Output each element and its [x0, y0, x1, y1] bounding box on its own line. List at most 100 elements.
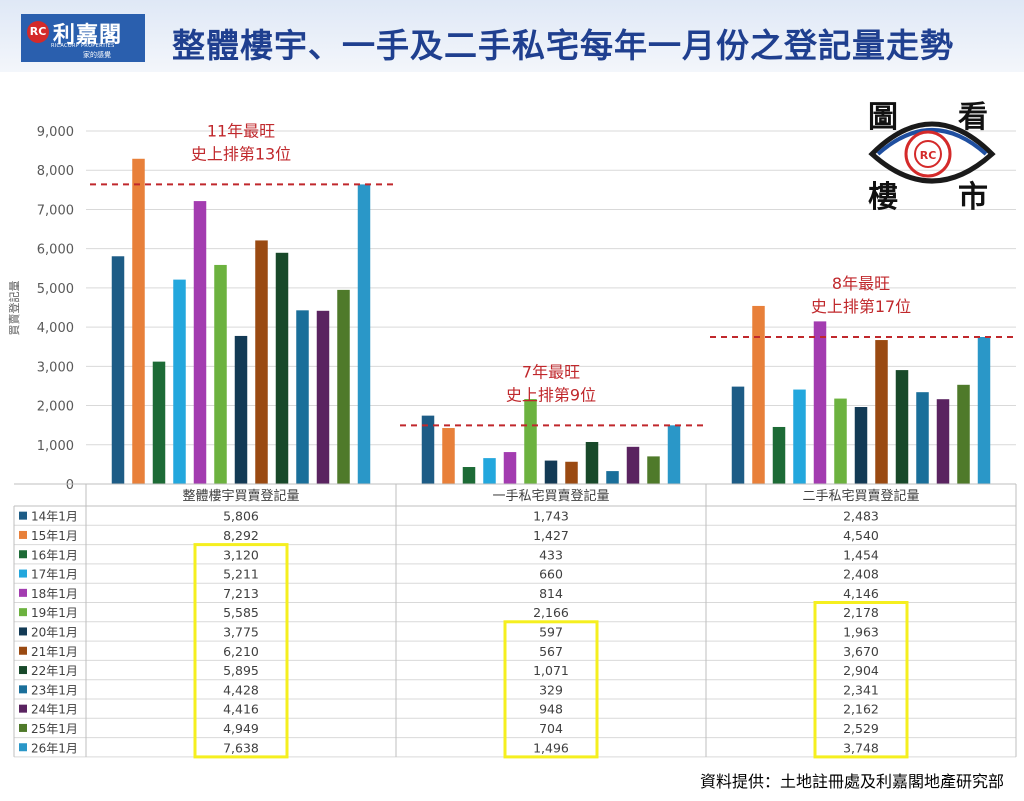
table-cell-value: 597 [539, 624, 563, 639]
table-header-label: 整體樓宇買賣登記量 [182, 488, 299, 504]
table-cell-value: 2,483 [843, 509, 879, 524]
bar [152, 361, 166, 484]
bar [834, 398, 847, 484]
legend-swatch [19, 608, 27, 617]
bar [647, 456, 660, 484]
watermark-stamp: RC 圖 看 樓 市 [866, 92, 998, 215]
table-cell-value: 1,427 [533, 528, 569, 543]
legend-label: 21年1月 [31, 645, 78, 659]
table-cell-value: 3,120 [223, 547, 259, 562]
stamp-char-4: 市 [958, 180, 988, 215]
bar [214, 264, 227, 484]
y-tick-label: 3,000 [37, 360, 74, 375]
table-cell-value: 1,454 [843, 547, 879, 562]
bar [977, 336, 991, 484]
legend-swatch [19, 723, 27, 732]
legend-label: 17年1月 [31, 568, 78, 582]
legend-label: 18年1月 [31, 587, 78, 601]
table-cell-value: 3,670 [843, 644, 879, 659]
y-tick-label: 1,000 [37, 439, 74, 454]
bar [524, 399, 537, 484]
logo-badge: RC [27, 21, 49, 43]
table-cell-value: 329 [539, 682, 563, 697]
table-cell-value: 7,213 [223, 586, 259, 601]
bar [193, 201, 207, 484]
legend-label: 14年1月 [31, 510, 78, 524]
bar [462, 467, 476, 484]
highlight-box [813, 601, 909, 759]
legend-label: 20年1月 [31, 625, 78, 639]
bar [275, 252, 289, 484]
y-axis-label: 買賣登記量 [7, 281, 21, 336]
table-cell-value: 5,806 [223, 509, 259, 524]
bar [752, 305, 765, 484]
legend-swatch [19, 743, 27, 752]
legend-label: 15年1月 [31, 529, 78, 543]
table-cell-value: 2,904 [843, 663, 879, 678]
bar [337, 289, 350, 484]
bar [442, 428, 455, 484]
legend-label: 25年1月 [31, 722, 78, 736]
annotation-text: 史上排第13位 [191, 144, 291, 163]
bar [565, 461, 578, 484]
legend-label: 23年1月 [31, 683, 78, 697]
bar [813, 321, 827, 484]
company-logo: RC 利嘉閣 RICACORP PROPERTIES 家的感覺 [21, 14, 145, 62]
table-cell-value: 5,211 [223, 567, 259, 582]
legend-swatch [19, 666, 27, 675]
legend-label: 16年1月 [31, 548, 78, 562]
legend-label: 24年1月 [31, 703, 78, 717]
table-cell-value: 660 [539, 567, 563, 582]
table-cell-value: 433 [539, 547, 563, 562]
table-cell-value: 7,638 [223, 740, 259, 755]
table-header-label: 一手私宅買賣登記量 [492, 488, 609, 504]
bar [854, 407, 868, 484]
table-header-label: 二手私宅買賣登記量 [802, 488, 919, 504]
table-cell-value: 704 [539, 721, 563, 736]
table-cell-value: 2,162 [843, 702, 879, 717]
page-title: 整體樓宇、一手及二手私宅每年一月份之登記量走勢 [172, 26, 954, 65]
highlight-box [503, 620, 599, 759]
table-cell-value: 2,178 [843, 605, 879, 620]
table-cell-value: 567 [539, 644, 563, 659]
bar [483, 458, 496, 484]
legend-swatch [19, 569, 27, 578]
table-cell-value: 1,963 [843, 624, 879, 639]
highlight-box [193, 543, 289, 759]
y-tick-label: 0 [66, 478, 74, 493]
bar [772, 426, 786, 484]
bar [503, 452, 517, 484]
bar [173, 279, 186, 484]
table-cell-value: 1,071 [533, 663, 569, 678]
bar [875, 340, 888, 484]
table-cell-value: 4,146 [843, 586, 879, 601]
table-cell-value: 8,292 [223, 528, 259, 543]
svg-text:RC: RC [920, 149, 937, 162]
y-tick-label: 7,000 [37, 203, 74, 218]
bar [544, 460, 558, 484]
bar [936, 399, 950, 484]
annotation-text: 11年最旺 [207, 121, 275, 140]
table-cell-value: 3,775 [223, 624, 259, 639]
table-cell-value: 814 [539, 586, 563, 601]
legend-swatch [19, 627, 27, 636]
legend-label: 22年1月 [31, 664, 78, 678]
table-cell-value: 5,895 [223, 663, 259, 678]
legend-swatch [19, 704, 27, 713]
table-cell-value: 6,210 [223, 644, 259, 659]
legend-swatch [19, 530, 27, 539]
legend-swatch [19, 550, 27, 559]
bar [316, 310, 330, 484]
table-cell-value: 2,408 [843, 567, 879, 582]
stamp-char-1: 圖 [868, 100, 898, 135]
y-tick-label: 6,000 [37, 243, 74, 258]
table-cell-value: 3,748 [843, 740, 879, 755]
stamp-char-3: 樓 [868, 180, 898, 215]
y-tick-label: 5,000 [37, 282, 74, 297]
annotation-text: 8年最旺 [832, 274, 890, 293]
table-cell-value: 1,496 [533, 740, 569, 755]
legend-swatch [19, 511, 27, 520]
bar [667, 425, 681, 484]
y-tick-label: 2,000 [37, 400, 74, 415]
header-bar [0, 0, 1024, 72]
